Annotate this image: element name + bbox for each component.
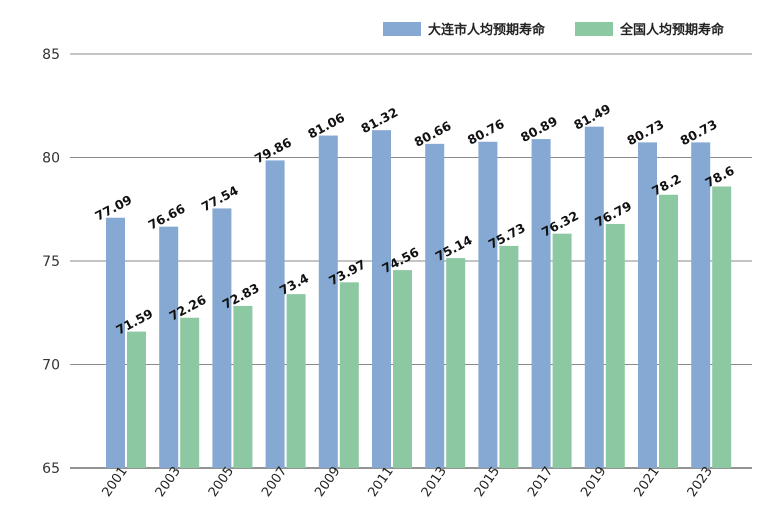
- bar-national[interactable]: [605, 223, 625, 468]
- bar-dalian[interactable]: [212, 208, 232, 468]
- y-tick-label: 85: [42, 47, 60, 63]
- bar-national[interactable]: [180, 317, 200, 468]
- x-tick-label: 2003: [153, 464, 184, 500]
- bar-national[interactable]: [233, 305, 253, 468]
- bar-national[interactable]: [712, 186, 732, 469]
- y-tick-label: 80: [42, 151, 60, 167]
- bar-national[interactable]: [552, 233, 572, 468]
- x-tick-label: 2021: [631, 464, 662, 500]
- x-tick-label: 2007: [259, 464, 290, 500]
- bar-dalian[interactable]: [106, 217, 125, 468]
- x-tick-label: 2001: [99, 464, 130, 500]
- bar-dalian[interactable]: [691, 142, 711, 469]
- legend-swatch-series-1: [383, 22, 421, 36]
- legend-label-series-1: 大连市人均预期寿命: [428, 22, 546, 38]
- y-tick-label: 75: [42, 254, 60, 270]
- bars-layer: [106, 126, 732, 469]
- bar-national[interactable]: [446, 258, 466, 468]
- x-tick-label: 2009: [312, 464, 343, 500]
- legend-item-series-2[interactable]: 全国人均预期寿命: [575, 22, 725, 38]
- x-tick-label: 2015: [472, 464, 503, 500]
- x-tick-label: 2005: [206, 464, 237, 500]
- bar-national[interactable]: [286, 294, 306, 468]
- x-tick-label: 2017: [525, 464, 556, 500]
- x-tick-label: 2023: [685, 464, 716, 500]
- x-tick-label: 2019: [578, 464, 609, 500]
- legend-swatch-series-2: [575, 22, 613, 36]
- legend: 大连市人均预期寿命 全国人均预期寿命: [383, 22, 725, 38]
- bar-dalian[interactable]: [425, 143, 445, 468]
- bar-dalian[interactable]: [159, 226, 179, 468]
- bar-national[interactable]: [127, 331, 146, 468]
- y-tick-label: 70: [42, 358, 60, 374]
- x-tick-label: 2011: [365, 464, 396, 500]
- legend-item-series-1[interactable]: 大连市人均预期寿命: [383, 22, 546, 38]
- bar-national[interactable]: [339, 282, 359, 468]
- bar-dalian[interactable]: [265, 160, 285, 468]
- bar-dalian[interactable]: [584, 126, 604, 469]
- bar-national[interactable]: [393, 270, 412, 468]
- bar-dalian[interactable]: [531, 139, 551, 468]
- bar-national[interactable]: [499, 245, 519, 468]
- y-tick-label: 65: [42, 461, 60, 477]
- bar-dalian[interactable]: [638, 142, 657, 469]
- bar-dalian[interactable]: [478, 141, 498, 468]
- bar-national[interactable]: [659, 194, 678, 468]
- x-axis: 2001 2003 2005 2007 2009 2011 2013 2015 2017 2019…: [99, 464, 715, 500]
- legend-label-series-2: 全国人均预期寿命: [619, 22, 725, 38]
- bar-dalian[interactable]: [318, 135, 338, 469]
- x-tick-label: 2013: [419, 464, 450, 500]
- bar-dalian[interactable]: [372, 130, 391, 468]
